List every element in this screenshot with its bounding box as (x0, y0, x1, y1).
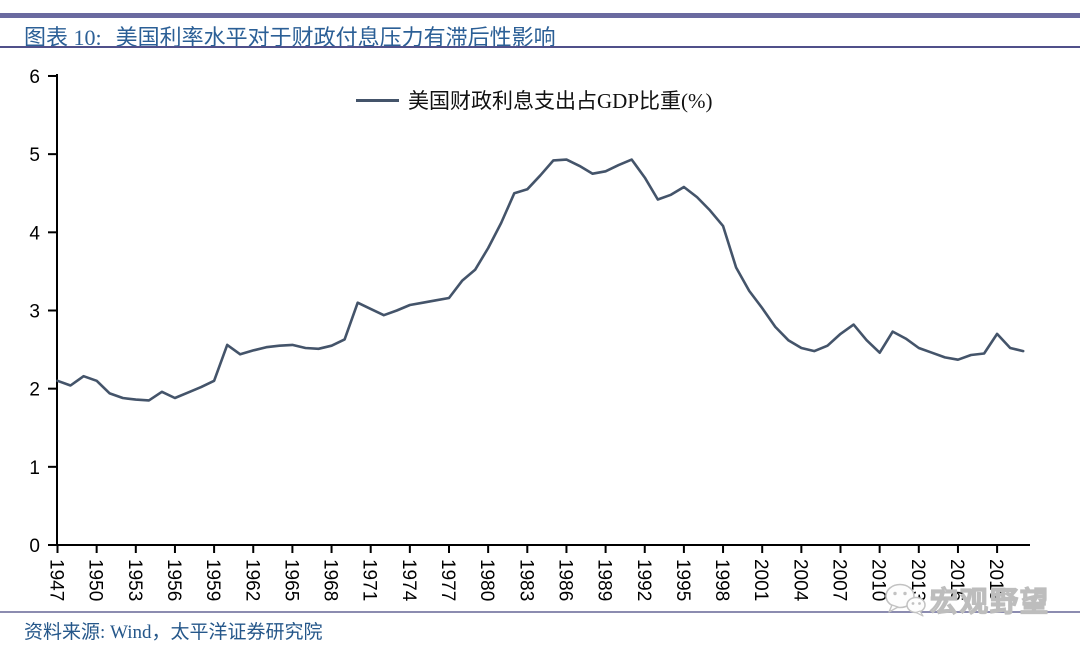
svg-text:1983: 1983 (515, 559, 536, 601)
svg-text:2: 2 (29, 380, 40, 401)
svg-text:3: 3 (29, 301, 40, 322)
wechat-icon (885, 583, 926, 617)
svg-text:1995: 1995 (672, 559, 693, 601)
svg-text:1947: 1947 (46, 559, 67, 601)
svg-text:2010: 2010 (868, 559, 889, 601)
chart-legend: 美国财政利息支出占GDP比重(%) (356, 85, 713, 115)
svg-text:0: 0 (29, 536, 40, 557)
svg-text:2007: 2007 (829, 559, 850, 601)
source-divider (0, 611, 1080, 613)
top-accent-bar (0, 13, 1080, 18)
figure-label: 图表 10: (24, 25, 102, 50)
svg-text:2019: 2019 (985, 559, 1006, 601)
legend-label: 美国财政利息支出占GDP比重(%) (408, 89, 713, 113)
svg-text:2004: 2004 (789, 559, 810, 602)
svg-text:2016: 2016 (946, 559, 967, 601)
svg-text:5: 5 (29, 145, 40, 166)
watermark-text: 宏观野望 (929, 586, 1051, 618)
svg-text:6: 6 (29, 67, 40, 88)
figure-title-text: 美国利率水平对于财政付息压力有滞后性影响 (115, 25, 556, 50)
svg-text:1980: 1980 (476, 559, 497, 601)
svg-text:1950: 1950 (85, 559, 106, 601)
svg-text:1986: 1986 (554, 559, 575, 601)
svg-text:1992: 1992 (633, 559, 654, 601)
svg-text:1962: 1962 (241, 559, 262, 601)
svg-text:2001: 2001 (750, 559, 771, 601)
legend-line-sample (356, 98, 399, 102)
svg-text:1953: 1953 (124, 559, 145, 601)
title-divider (0, 46, 1080, 48)
svg-text:4: 4 (29, 223, 40, 244)
svg-text:1971: 1971 (359, 559, 380, 601)
svg-text:1956: 1956 (163, 559, 184, 601)
svg-text:1965: 1965 (280, 559, 301, 601)
svg-text:1: 1 (29, 458, 40, 479)
svg-text:1974: 1974 (398, 559, 419, 602)
source-note: 资料来源: Wind，太平洋证券研究院 (24, 622, 323, 643)
svg-text:1989: 1989 (594, 559, 615, 601)
svg-text:1998: 1998 (711, 559, 732, 601)
figure-title: 图表 10: 美国利率水平对于财政付息压力有滞后性影响 (24, 20, 1054, 50)
svg-text:1959: 1959 (202, 559, 223, 601)
svg-text:1968: 1968 (320, 559, 341, 601)
svg-text:1977: 1977 (437, 559, 458, 601)
watermark: 宏观野望 (884, 580, 1050, 620)
